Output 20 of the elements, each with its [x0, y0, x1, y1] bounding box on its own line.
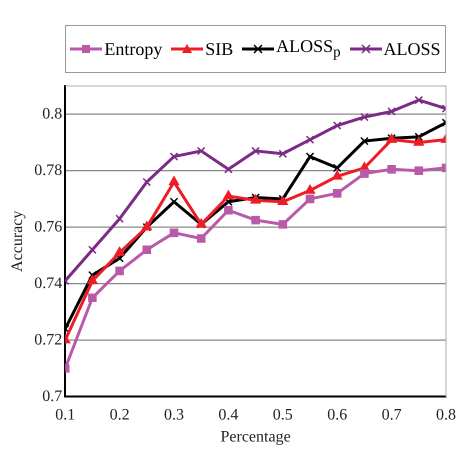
legend-label: ALOSS — [384, 38, 441, 60]
y-tick-label: 0.74 — [34, 274, 62, 292]
y-tick-label: 0.7 — [42, 388, 62, 405]
x-tick-label: 0.5 — [272, 406, 293, 424]
x-tick-label: 0.8 — [436, 406, 456, 424]
x-tick-label: 0.1 — [55, 406, 76, 424]
legend-label: ALOSS$_{p}$ — [276, 36, 341, 62]
x-tick-label: 0.3 — [164, 406, 184, 424]
y-axis-title: Accuracy — [8, 210, 26, 272]
y-tick-label: 0.72 — [34, 331, 62, 348]
x-tick-label: 0.2 — [110, 406, 130, 424]
y-tick-label: 0.76 — [34, 218, 62, 236]
x-axis-title: Percentage — [220, 428, 291, 446]
x-tick-label: 0.7 — [382, 406, 402, 424]
y-tick-label: 0.78 — [34, 162, 62, 179]
legend-label: SIB — [205, 38, 234, 60]
legend-label: Entropy — [104, 38, 162, 60]
y-tick-label: 0.8 — [42, 105, 62, 122]
x-tick-label: 0.4 — [218, 406, 238, 424]
x-tick-label: 0.6 — [327, 406, 348, 424]
